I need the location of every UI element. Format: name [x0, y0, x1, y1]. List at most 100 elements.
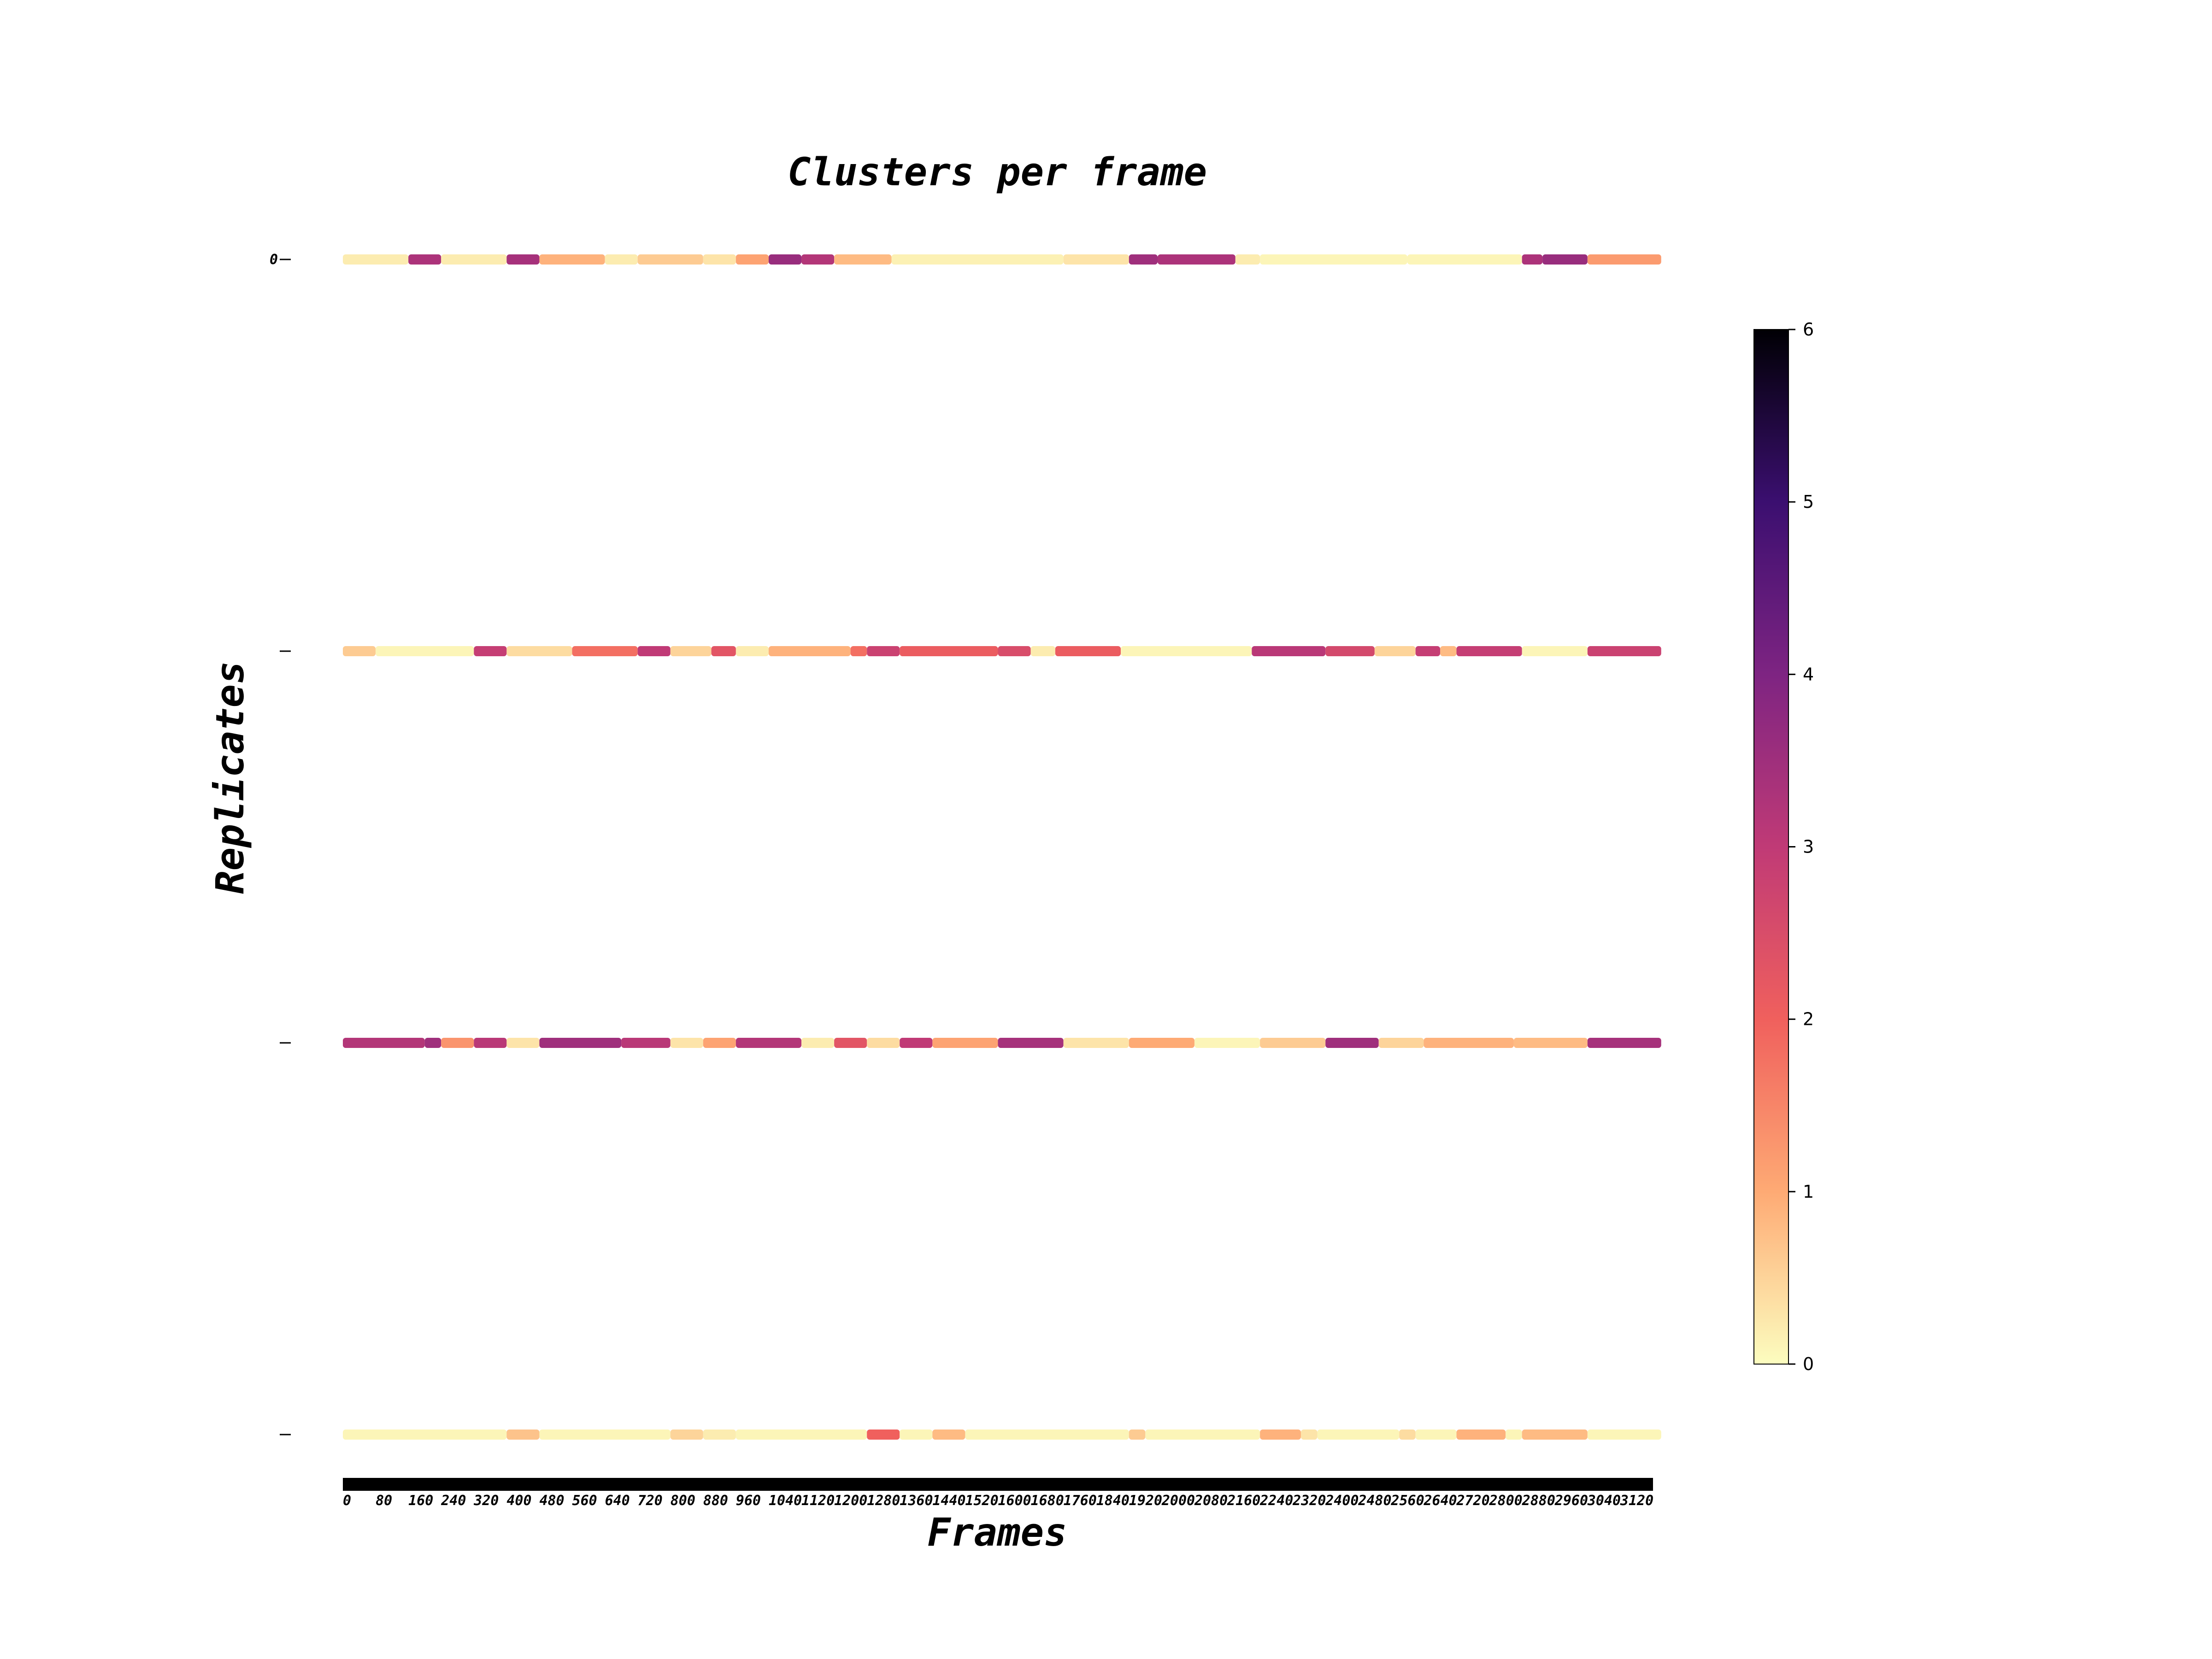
heatmap-cell: [670, 1430, 703, 1440]
heatmap-cell: [735, 1430, 867, 1440]
x-tick-label: 240: [441, 1493, 466, 1509]
heatmap-cell: [506, 254, 540, 265]
x-tick-label: 1680: [1031, 1493, 1064, 1509]
x-tick-label: 1200: [834, 1493, 867, 1509]
heatmap-rows: [343, 254, 1661, 1440]
heatmap-cell: [670, 1038, 703, 1048]
x-tick-label: 2880: [1522, 1493, 1555, 1509]
x-tick-label: 2080: [1194, 1493, 1228, 1509]
heatmap-cell: [1300, 1430, 1318, 1440]
replicate-row-3: [343, 1430, 1661, 1440]
heatmap-cell: [621, 1038, 671, 1048]
heatmap-cell: [1317, 1430, 1400, 1440]
colorbar-tick-label: 4: [1803, 664, 1814, 684]
heatmap-cell: [1440, 646, 1457, 656]
x-tick-label: 720: [638, 1493, 663, 1509]
x-tick-label: 160: [408, 1493, 433, 1509]
heatmap-cell: [711, 646, 736, 656]
heatmap-cell: [932, 1038, 998, 1048]
colorbar-tick-label: 0: [1803, 1354, 1814, 1374]
heatmap-cell: [1055, 646, 1121, 656]
heatmap-cell: [1399, 1430, 1416, 1440]
colorbar-tick-label: 2: [1803, 1009, 1814, 1030]
heatmap-cell: [1506, 1430, 1522, 1440]
x-axis-bar: [343, 1478, 1653, 1491]
x-tick-label: 560: [572, 1493, 597, 1509]
x-tick-label: 2960: [1554, 1493, 1588, 1509]
heatmap-cell: [900, 1038, 933, 1048]
heatmap-cell: [1129, 1430, 1146, 1440]
x-tick-label: 1760: [1064, 1493, 1097, 1509]
heatmap-cell: [850, 646, 867, 656]
heatmap-cell: [1235, 254, 1260, 265]
heatmap-cell: [891, 254, 1064, 265]
heatmap-cell: [834, 254, 892, 265]
heatmap-cell: [424, 1038, 441, 1048]
x-tick-label: 960: [736, 1493, 761, 1509]
x-tick-label: 80: [376, 1493, 392, 1509]
heatmap-cell: [1587, 254, 1661, 265]
x-tick-label: 2320: [1292, 1493, 1326, 1509]
heatmap-cell: [343, 646, 376, 656]
heatmap-cell: [1325, 1038, 1379, 1048]
replicate-row-2: [343, 1038, 1661, 1048]
colorbar-ticks: 0 1 2 3 4 5 6: [1788, 319, 1814, 1374]
x-axis-label: Frames: [927, 1510, 1067, 1555]
heatmap-cell: [998, 646, 1031, 656]
y-axis-ticks: 0: [270, 252, 291, 1435]
x-tick-label: 1120: [801, 1493, 835, 1509]
replicate-row-0: [343, 254, 1661, 265]
heatmap-cell: [801, 1038, 835, 1048]
colorbar-tick-label: 5: [1803, 492, 1814, 512]
heatmap-cell: [965, 1430, 1129, 1440]
x-tick-label: 2640: [1423, 1493, 1457, 1509]
heatmap-cell: [1063, 254, 1129, 265]
x-tick-label: 800: [671, 1493, 695, 1509]
x-tick-label: 2480: [1358, 1493, 1391, 1509]
heatmap-cell: [867, 1038, 900, 1048]
heatmap-cell: [801, 254, 835, 265]
x-tick-label: 3120: [1620, 1493, 1653, 1509]
chart-title: Clusters per frame: [788, 149, 1207, 194]
x-tick-label: 1520: [965, 1493, 998, 1509]
colorbar-tick-label: 1: [1803, 1182, 1814, 1202]
x-tick-label: 480: [539, 1493, 564, 1509]
heatmap-cell: [932, 1430, 965, 1440]
heatmap-cell: [506, 1430, 540, 1440]
x-tick-label: 2160: [1227, 1493, 1260, 1509]
y-tick-label: 0: [270, 252, 278, 268]
colorbar: [1753, 329, 1789, 1365]
heatmap-cell: [768, 646, 851, 656]
x-tick-label: 2800: [1489, 1493, 1523, 1509]
heatmap-cell: [572, 646, 638, 656]
heatmap-cell: [1260, 1430, 1301, 1440]
heatmap-cell: [441, 1038, 474, 1048]
x-tick-label: 2720: [1456, 1493, 1490, 1509]
heatmap-cell: [1260, 1038, 1326, 1048]
colorbar-tick-label: 6: [1803, 319, 1814, 340]
x-tick-label: 2000: [1161, 1493, 1195, 1509]
heatmap-cell: [1415, 1430, 1457, 1440]
heatmap-cell: [998, 1038, 1064, 1048]
heatmap-cell: [343, 1430, 507, 1440]
heatmap-cell: [343, 1038, 425, 1048]
x-tick-label: 1280: [867, 1493, 900, 1509]
heatmap-cell: [670, 646, 712, 656]
heatmap-cell: [474, 1038, 507, 1048]
heatmap-cell: [703, 1430, 736, 1440]
heatmap-cell: [1063, 1038, 1129, 1048]
heatmap-cell: [1129, 254, 1158, 265]
x-tick-label: 1360: [900, 1493, 933, 1509]
x-tick-label: 0: [343, 1493, 351, 1509]
heatmap-cell: [1374, 646, 1416, 656]
x-tick-label: 2240: [1259, 1493, 1293, 1509]
heatmap-cell: [605, 254, 638, 265]
replicate-row-1: [343, 646, 1661, 656]
x-tick-label: 1440: [932, 1493, 965, 1509]
heatmap-cell: [1030, 646, 1055, 656]
heatmap-cell: [1587, 1430, 1661, 1440]
x-tick-label: 1040: [769, 1493, 802, 1509]
heatmap-cell: [1542, 254, 1588, 265]
heatmap-cell: [408, 254, 441, 265]
heatmap-cell: [834, 1038, 867, 1048]
